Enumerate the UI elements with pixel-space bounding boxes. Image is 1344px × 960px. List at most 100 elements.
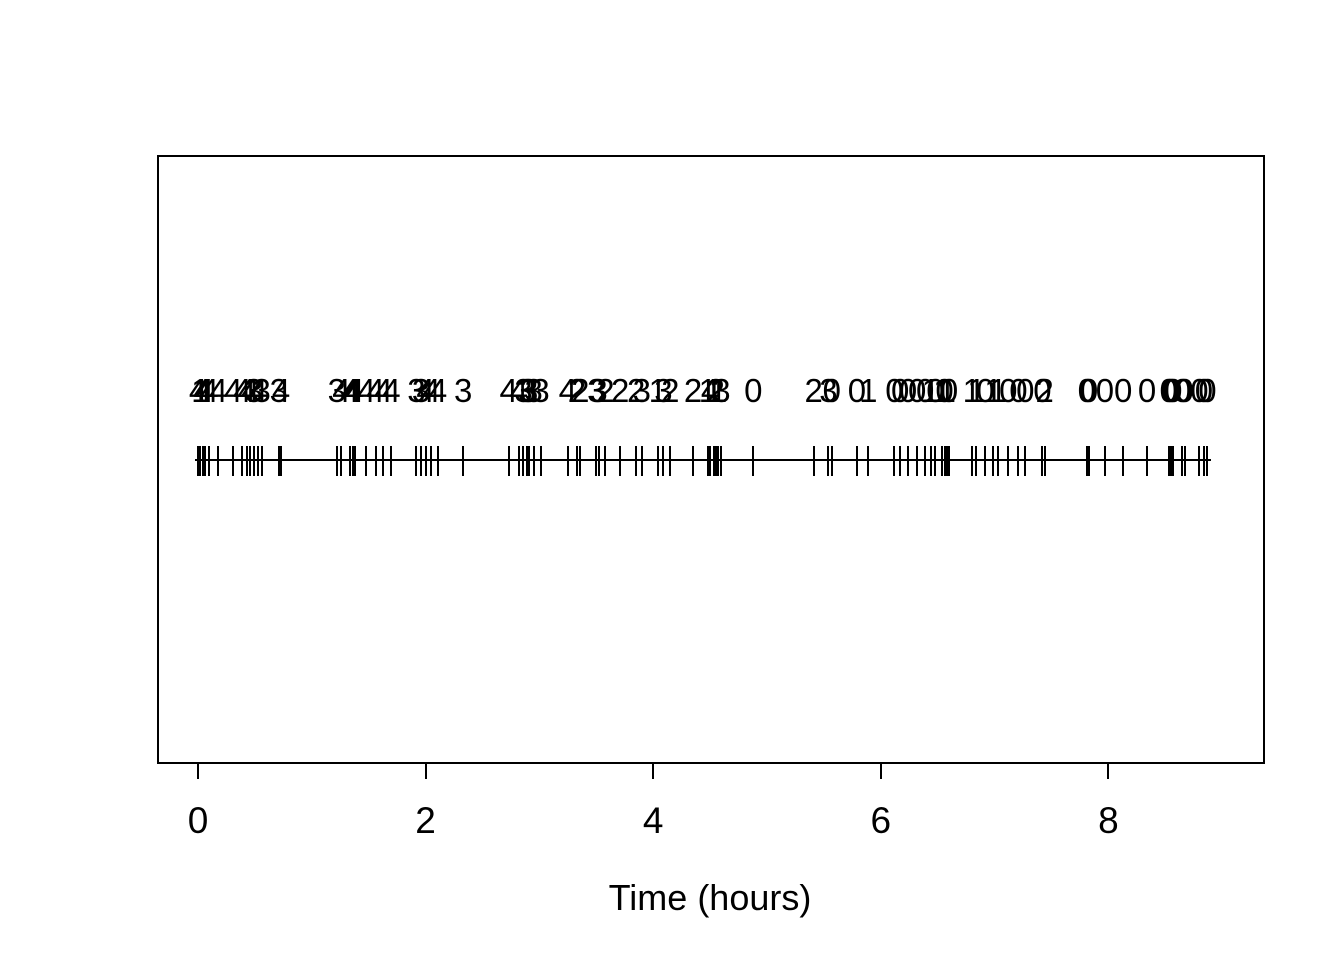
- event-state-label: 2: [804, 372, 823, 409]
- event-state-label: 4: [271, 372, 291, 409]
- event-state-label: 4: [233, 372, 252, 409]
- event-tick: [197, 446, 199, 476]
- x-axis-tick: [652, 763, 655, 779]
- event-state-label: 0: [1077, 372, 1096, 409]
- event-tick: [752, 446, 755, 476]
- event-tick: [532, 446, 535, 476]
- event-state-label: 4: [237, 372, 257, 409]
- event-state-label: 4: [195, 372, 214, 409]
- event-state-label: 0: [1009, 372, 1028, 409]
- event-state-label: 0: [744, 372, 763, 409]
- event-tick: [827, 446, 830, 476]
- event-tick: [208, 446, 211, 476]
- event-state-label: 2: [567, 372, 587, 409]
- event-state-label: 0: [1079, 372, 1099, 409]
- event-state-label: 4: [374, 372, 393, 409]
- event-tick: [575, 446, 578, 476]
- event-tick: [199, 446, 202, 476]
- event-tick: [522, 446, 525, 476]
- event-state-label: 1: [962, 372, 981, 409]
- event-state-label: 0: [1173, 372, 1192, 409]
- event-tick: [692, 446, 695, 476]
- event-tick: [970, 446, 973, 476]
- event-tick: [867, 446, 870, 476]
- event-state-label: 1: [191, 372, 210, 409]
- event-state-label: 0: [908, 372, 927, 409]
- event-state-label: 0: [1137, 372, 1157, 409]
- event-tick: [335, 446, 338, 476]
- event-tick: [635, 446, 638, 476]
- event-state-label: 3: [252, 372, 271, 409]
- event-tick: [374, 446, 377, 476]
- event-tick: [415, 446, 418, 476]
- event-tick: [507, 446, 510, 476]
- x-axis-tick: [879, 763, 882, 779]
- event-state-label: 4: [188, 372, 208, 409]
- event-state-label: 0: [1159, 372, 1178, 409]
- event-tick: [907, 446, 910, 476]
- event-tick: [354, 446, 357, 476]
- event-tick: [390, 446, 393, 476]
- event-state-label: 4: [428, 372, 448, 409]
- event-tick: [1206, 446, 1209, 476]
- event-tick: [604, 446, 607, 476]
- event-tick: [280, 446, 283, 476]
- event-state-label: 0: [885, 372, 904, 409]
- x-axis-tick-label: 2: [415, 800, 436, 841]
- event-tick: [893, 446, 896, 476]
- x-axis-tick-label: 4: [642, 800, 664, 841]
- event-tick: [1024, 446, 1027, 476]
- event-tick: [528, 446, 531, 476]
- event-state-label: 0: [1016, 372, 1035, 409]
- x-axis-tick-label: 8: [1098, 800, 1119, 841]
- event-state-label: 3: [269, 372, 288, 409]
- event-tick: [830, 446, 833, 476]
- event-tick: [720, 446, 723, 476]
- event-tick: [997, 446, 999, 476]
- event-tick: [420, 446, 423, 476]
- event-tick: [1122, 446, 1125, 476]
- event-state-label: 1: [698, 372, 717, 409]
- event-state-label: 3: [514, 372, 533, 409]
- x-axis-tick: [1107, 763, 1110, 779]
- event-tick: [579, 446, 582, 476]
- event-tick: [462, 446, 465, 476]
- event-tick: [662, 446, 665, 476]
- event-state-label: 3: [531, 372, 550, 409]
- event-state-label: 0: [1164, 372, 1183, 409]
- event-state-label: 4: [382, 372, 401, 409]
- event-state-label: 2: [706, 372, 725, 409]
- event-tick: [1041, 446, 1044, 476]
- event-tick: [934, 446, 937, 476]
- event-state-label: 4: [422, 372, 441, 409]
- rug-baseline: [195, 459, 1212, 461]
- event-state-label: 0: [926, 372, 945, 409]
- event-tick: [382, 446, 385, 476]
- event-state-label: 0: [1190, 372, 1209, 409]
- event-state-label: 1: [648, 372, 667, 409]
- event-state-label: 1: [937, 372, 956, 409]
- event-state-label: 0: [822, 372, 842, 409]
- event-state-label: 0: [1033, 372, 1052, 409]
- event-state-label: 4: [193, 372, 212, 409]
- event-tick: [929, 446, 932, 476]
- event-state-label: 1: [933, 372, 952, 409]
- event-tick: [669, 446, 672, 476]
- event-tick: [1007, 446, 1010, 476]
- event-state-label: 3: [654, 372, 673, 409]
- event-tick: [1198, 446, 1201, 476]
- event-tick: [1202, 446, 1205, 476]
- event-state-label: 4: [499, 372, 518, 409]
- event-state-label: 4: [209, 372, 228, 409]
- x-axis-tick-label: 6: [870, 800, 892, 841]
- event-state-label: 3: [524, 372, 543, 409]
- event-state-label: 4: [558, 372, 578, 409]
- event-tick: [257, 446, 260, 476]
- event-state-label: 4: [416, 372, 435, 409]
- event-tick: [899, 446, 902, 476]
- event-state-label: 2: [661, 372, 680, 409]
- event-state-label: 0: [1175, 372, 1194, 409]
- event-state-label: 0: [1095, 372, 1115, 409]
- event-tick: [706, 446, 709, 476]
